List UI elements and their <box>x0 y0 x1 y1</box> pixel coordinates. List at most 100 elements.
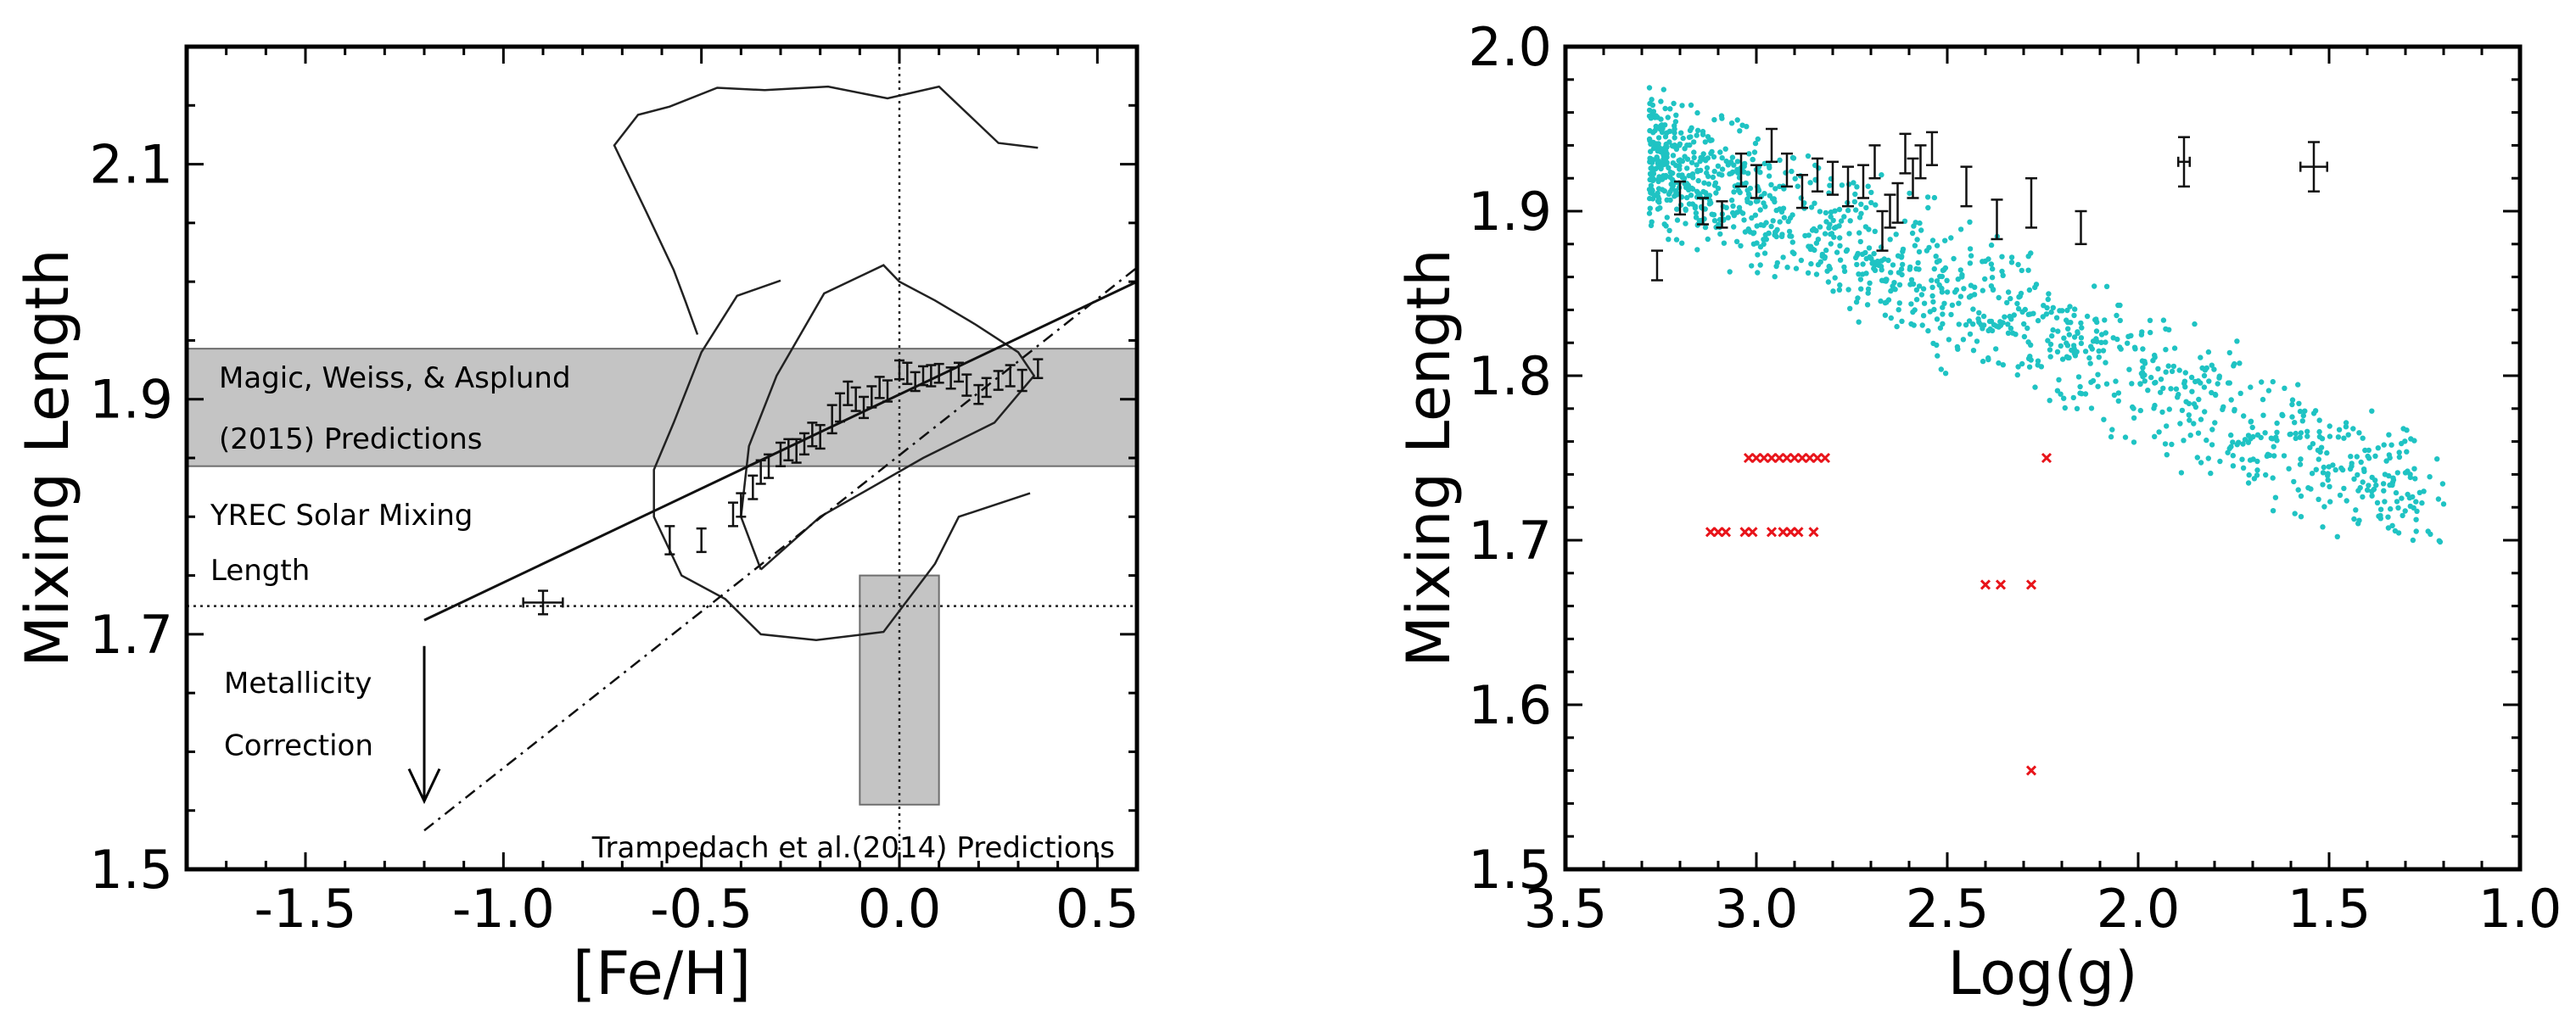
model-grid-point <box>1786 228 1793 235</box>
model-grid-point <box>1805 153 1812 159</box>
model-grid-point <box>2062 405 2068 411</box>
model-grid-point <box>1860 261 1866 267</box>
right-x-tick-label: 2.5 <box>1906 878 1990 940</box>
red-marker <box>1793 527 1804 538</box>
data-point-24 <box>902 361 913 385</box>
contour-line-3 <box>613 85 1039 335</box>
right-data-point-12 <box>1842 165 1854 208</box>
red-marker-stroke <box>1995 579 2007 590</box>
model-grid-point <box>2013 332 2019 338</box>
model-grid-point <box>1841 268 1848 275</box>
right-data-point-14 <box>1868 144 1881 180</box>
model-grid-point <box>2400 426 2406 432</box>
model-grid-point <box>1727 269 1733 275</box>
model-grid-point <box>1845 287 1851 293</box>
model-grid-point <box>2336 427 2343 433</box>
red-marker-stroke <box>2025 765 2037 776</box>
model-grid-point <box>2321 464 2327 471</box>
model-grid-point <box>2412 476 2418 482</box>
model-grid-point <box>1649 219 1655 225</box>
model-grid-point <box>1674 217 1681 223</box>
model-grid-point <box>1781 215 1788 221</box>
model-grid-point <box>1914 237 1920 243</box>
model-grid-point <box>2028 250 2034 256</box>
model-grid-point <box>2217 458 2223 465</box>
model-grid-point <box>1655 163 1661 169</box>
model-grid-point <box>1649 176 1655 182</box>
model-grid-point <box>2015 261 2021 268</box>
model-grid-point <box>1917 220 1923 226</box>
right-plot-frame <box>1563 44 2523 872</box>
red-marker-stroke <box>1743 452 1755 464</box>
model-grid-point <box>1690 175 1696 181</box>
model-grid-point <box>1695 177 1701 184</box>
red-marker-stroke <box>1808 527 1819 538</box>
model-grid-point <box>1817 259 1823 265</box>
model-grid-point <box>2332 466 2338 473</box>
model-grid-point <box>1853 207 1859 213</box>
left-y-tick-label: 1.7 <box>89 604 173 666</box>
model-grid-point <box>2204 437 2209 444</box>
model-grid-point <box>2002 314 2008 320</box>
model-grid-point <box>2355 472 2360 478</box>
model-grid-point <box>2374 500 2381 505</box>
model-grid-point <box>1896 270 1902 276</box>
right-data-point-27 <box>2299 141 2328 193</box>
model-grid-point <box>2035 358 2041 364</box>
data-point-34 <box>993 370 1004 391</box>
red-marker-stroke <box>1804 452 1816 464</box>
model-grid-point <box>1988 261 1995 267</box>
model-grid-point <box>1929 277 1935 283</box>
model-grid-point <box>1688 102 1694 109</box>
red-marker-stroke <box>1750 452 1762 464</box>
model-grid-point <box>2407 503 2413 510</box>
model-grid-point <box>2092 283 2097 289</box>
model-grid-point <box>1968 282 1974 288</box>
model-grid-point <box>1656 196 1662 202</box>
model-grid-point <box>2166 406 2172 412</box>
model-grid-point <box>1780 254 1786 260</box>
model-grid-point <box>1684 142 1690 148</box>
model-grid-point <box>1672 142 1677 148</box>
data-point-37 <box>1033 358 1044 380</box>
left-y-tick-label: 2.1 <box>89 134 173 196</box>
model-grid-point <box>2347 466 2354 472</box>
model-grid-point <box>2289 397 2296 403</box>
data-point-31 <box>961 373 972 397</box>
model-grid-point <box>1825 279 1832 285</box>
data-point-26 <box>918 365 928 387</box>
right-data-point-25 <box>2075 209 2087 246</box>
model-grid-point <box>1957 267 1963 273</box>
model-grid-point <box>2254 472 2260 478</box>
model-grid-point <box>1731 224 1737 230</box>
model-grid-point <box>2047 347 2053 353</box>
red-marker <box>1739 527 1750 538</box>
model-grid-point <box>1672 119 1679 125</box>
model-grid-point <box>1828 231 1834 237</box>
model-grid-point <box>1742 160 1748 167</box>
model-grid-point <box>1837 243 1843 248</box>
model-grid-point <box>1868 189 1874 196</box>
model-grid-point <box>2366 483 2372 488</box>
data-point-35 <box>1005 364 1016 388</box>
model-grid-point <box>2069 347 2075 354</box>
red-marker <box>1766 527 1778 538</box>
data-point-27 <box>926 364 937 388</box>
model-grid-point <box>1750 241 1757 247</box>
model-grid-point <box>1683 221 1688 226</box>
model-grid-point <box>1868 199 1874 206</box>
model-grid-point <box>1999 254 2005 260</box>
model-grid-point <box>1655 135 1662 141</box>
model-grid-point <box>2019 360 2025 367</box>
model-grid-point <box>2187 417 2192 423</box>
model-grid-point <box>1755 252 1761 258</box>
model-grid-point <box>2242 437 2248 443</box>
right-data-point-11 <box>1827 160 1839 196</box>
model-grid-point <box>1852 191 1858 198</box>
contour-group <box>613 85 1039 642</box>
model-grid-point <box>2058 343 2064 349</box>
model-grid-point <box>1899 254 1905 260</box>
data-point-22 <box>882 379 893 403</box>
model-grid-point <box>2066 354 2072 361</box>
model-grid-point <box>2237 390 2243 396</box>
